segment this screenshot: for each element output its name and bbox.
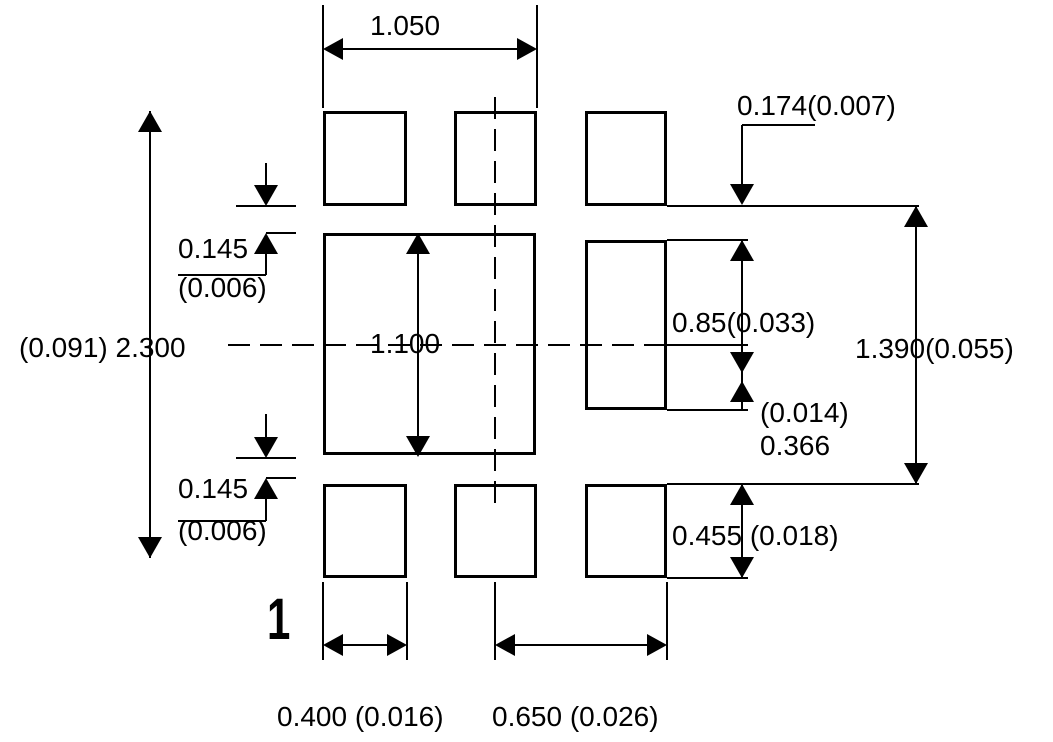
svg-text:(0.014): (0.014) [760,397,849,428]
svg-text:0.650 (0.026): 0.650 (0.026) [492,701,659,732]
svg-text:(0.091) 2.300: (0.091) 2.300 [19,332,186,363]
svg-text:1.050: 1.050 [370,10,440,41]
svg-text:(0.006): (0.006) [178,272,267,303]
svg-text:1.100: 1.100 [370,328,440,359]
svg-text:0.366: 0.366 [760,430,830,461]
svg-text:0.145: 0.145 [178,233,248,264]
svg-text:0.174(0.007): 0.174(0.007) [737,90,896,121]
svg-text:1: 1 [267,586,290,652]
svg-text:0.400 (0.016): 0.400 (0.016) [277,701,444,732]
svg-text:0.145: 0.145 [178,473,248,504]
svg-text:(0.006): (0.006) [178,515,267,546]
svg-text:0.85(0.033): 0.85(0.033) [672,307,815,338]
svg-text:1.390(0.055): 1.390(0.055) [855,333,1014,364]
svg-text:0.455 (0.018): 0.455 (0.018) [672,520,839,551]
